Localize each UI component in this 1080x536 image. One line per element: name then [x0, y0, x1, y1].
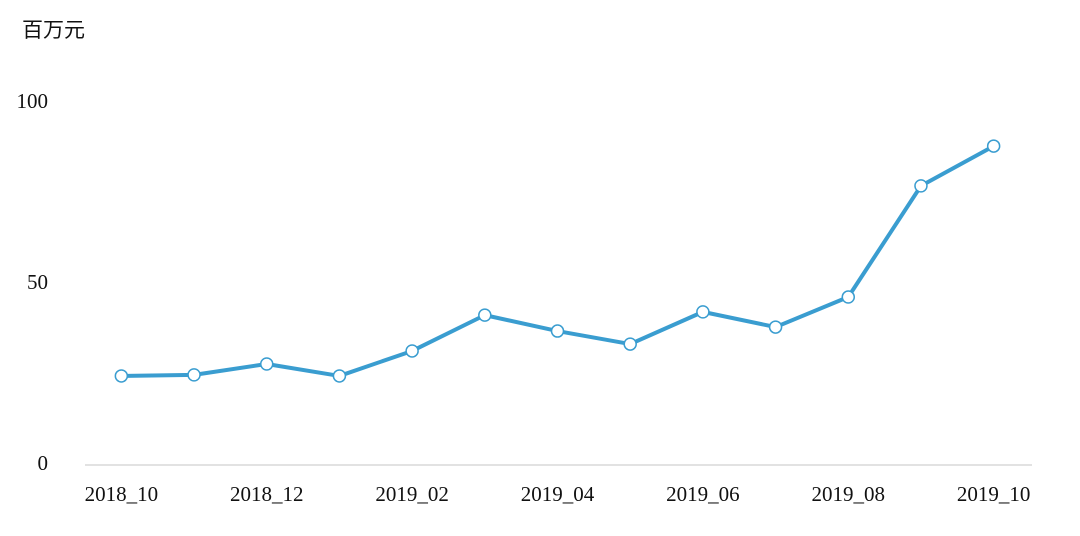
y-tick-label: 0 — [38, 451, 49, 475]
y-tick-label: 50 — [27, 270, 48, 294]
data-point — [259, 357, 274, 371]
data-point — [841, 290, 856, 304]
x-tick-label: 2019_04 — [521, 482, 595, 506]
data-point — [478, 308, 492, 322]
data-point — [550, 324, 565, 338]
x-tick-label: 2019_08 — [812, 482, 886, 506]
x-tick-label: 2019_10 — [957, 482, 1031, 506]
data-point — [623, 337, 637, 351]
data-point — [768, 320, 783, 334]
data-point — [405, 344, 419, 358]
x-tick-label: 2019_06 — [666, 482, 740, 506]
data-point — [332, 369, 347, 383]
data-point — [986, 139, 1001, 153]
unit-label: 百万元 — [22, 18, 85, 42]
y-tick-label: 100 — [17, 89, 49, 113]
x-tick-label: 2018_10 — [85, 482, 159, 506]
data-point — [696, 305, 710, 319]
data-point — [114, 369, 129, 383]
data-point — [187, 368, 201, 382]
data-point — [914, 179, 928, 193]
x-tick-label: 2018_12 — [230, 482, 304, 506]
x-tick-label: 2019_02 — [375, 482, 449, 506]
